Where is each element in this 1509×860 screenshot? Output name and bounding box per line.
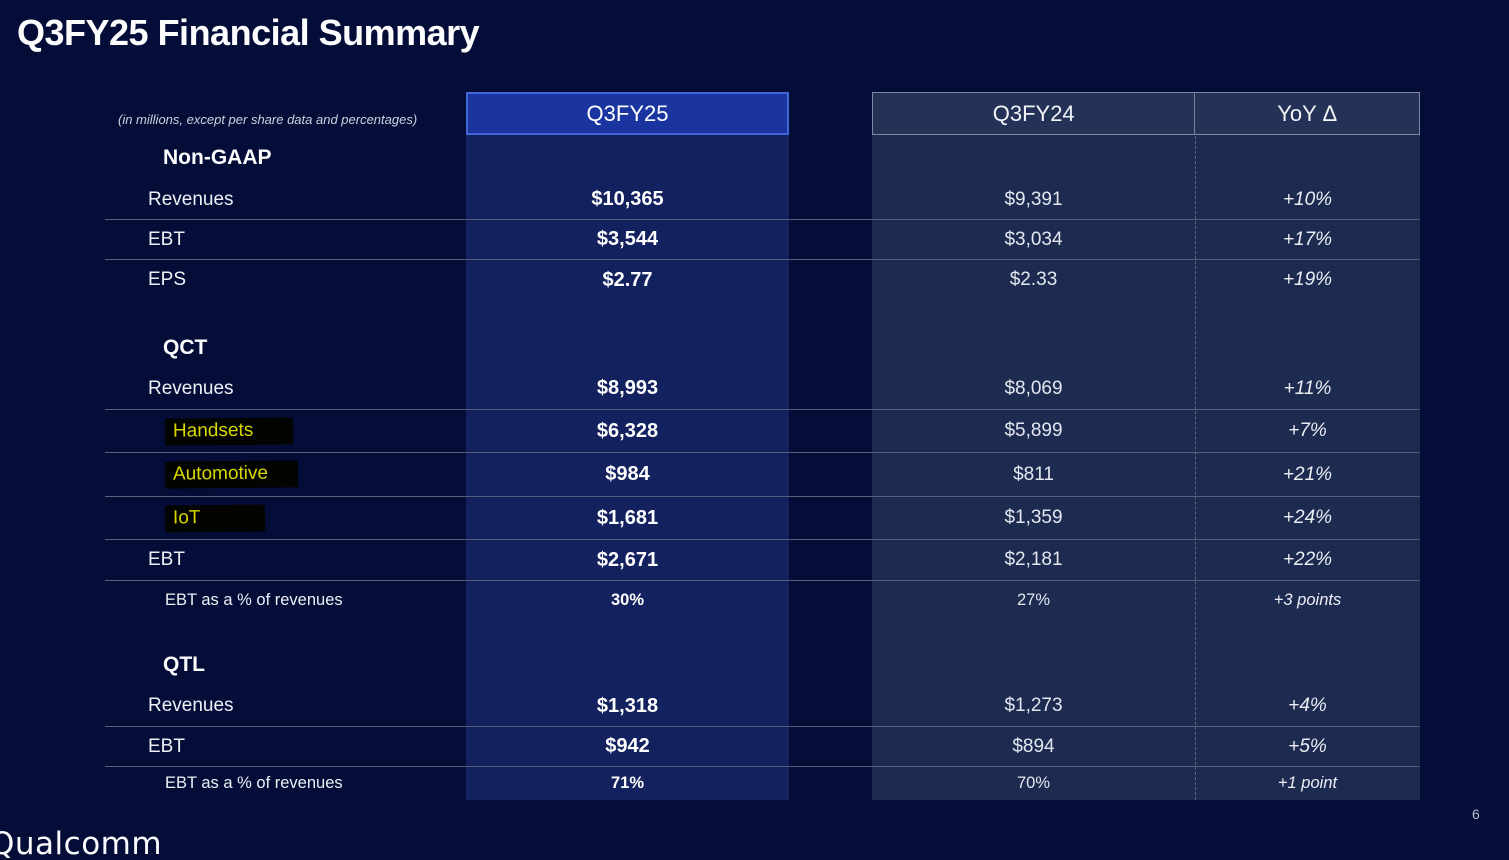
q3fy25-value: $984	[605, 463, 650, 485]
table-row: Revenues $8,993 $8,069 +11%	[105, 368, 1420, 410]
q3fy25-value: $942	[605, 735, 650, 757]
column-header-yoy: YoY Δ	[1194, 93, 1419, 134]
section-name: QCT	[163, 335, 208, 359]
column-header-q3fy24: Q3FY24	[992, 100, 1075, 126]
section-header-qct: QCT	[105, 327, 1420, 368]
section-spacer	[105, 300, 1420, 327]
row-label: EBT as a % of revenues	[165, 590, 343, 609]
yoy-value: +1 point	[1277, 774, 1338, 792]
section-name: QTL	[163, 653, 205, 676]
section-spacer	[105, 619, 1420, 644]
row-label: Revenues	[148, 188, 234, 210]
yoy-value: +11%	[1283, 377, 1332, 399]
q3fy24-value: 70%	[1016, 774, 1051, 792]
q3fy24-value: $894	[1012, 735, 1055, 757]
comparison-header-box: Q3FY24 YoY Δ	[872, 92, 1420, 135]
yoy-value: +10%	[1282, 188, 1333, 210]
highlight-marker-handsets: Handsets	[164, 416, 294, 446]
q3fy25-value: 30%	[610, 590, 645, 609]
table-row: EBT as a % of revenues 71% 70% +1 point	[105, 767, 1420, 800]
row-label: Revenues	[148, 695, 234, 716]
q3fy24-column-panel	[872, 135, 1195, 800]
table-row: EBT $942 $894 +5%	[105, 727, 1420, 767]
table-row: EBT $2,671 $2,181 +22%	[105, 540, 1420, 581]
yoy-column-panel	[1195, 135, 1420, 800]
table-row: IoT $1,681 $1,359 +24%	[105, 497, 1420, 540]
row-label: EBT	[148, 735, 185, 757]
q3fy25-value: $1,681	[596, 506, 659, 529]
table-row: EPS $2.77 $2.33 +19%	[105, 260, 1420, 300]
qualcomm-logo: Qualcomm	[0, 826, 163, 860]
table-row: Revenues $10,365 $9,391 +10%	[105, 180, 1420, 220]
q3fy24-value: $8,069	[1004, 377, 1063, 399]
yoy-value: +7%	[1288, 420, 1327, 441]
row-label: EBT as a % of revenues	[165, 774, 343, 792]
yoy-value: +19%	[1282, 269, 1333, 290]
yoy-value: +24%	[1282, 507, 1333, 528]
section-header-non-gaap: Non-GAAP	[105, 135, 1420, 180]
financial-table: Non-GAAP Revenues $10,365 $9,391 +10% EB…	[105, 135, 1420, 800]
q3fy24-value: $2.33	[1009, 269, 1058, 290]
q3fy24-value: $1,273	[1004, 695, 1063, 716]
table-row: EBT $3,544 $3,034 +17%	[105, 220, 1420, 260]
units-footnote: (in millions, except per share data and …	[118, 112, 418, 127]
q3fy24-value: $1,359	[1004, 507, 1063, 528]
q3fy25-value: $2.77	[602, 268, 653, 291]
section-name: Non-GAAP	[163, 145, 272, 169]
column-header-q3fy25-label: Q3FY25	[586, 100, 669, 126]
q3fy25-value: $10,365	[591, 188, 664, 210]
table-row: Automotive $984 $811 +21%	[105, 453, 1420, 497]
yoy-value: +5%	[1288, 735, 1327, 757]
highlight-marker-automotive: Automotive	[164, 460, 299, 489]
table-row: EBT as a % of revenues 30% 27% +3 points	[105, 581, 1420, 619]
q3fy25-value: $6,328	[596, 419, 659, 442]
yoy-value: +22%	[1282, 549, 1333, 570]
row-label: EBT	[148, 228, 185, 250]
q3fy25-column-panel	[466, 135, 789, 800]
q3fy24-value: $3,034	[1004, 228, 1063, 250]
q3fy24-value: $9,391	[1004, 188, 1063, 210]
page-title: Q3FY25 Financial Summary	[17, 12, 480, 53]
q3fy24-value: $811	[1013, 463, 1054, 485]
yoy-value: +4%	[1288, 695, 1327, 716]
highlight-marker-iot: IoT	[164, 503, 266, 533]
yoy-value: +21%	[1282, 463, 1333, 485]
q3fy25-value: $3,544	[596, 228, 659, 250]
q3fy25-value: $8,993	[596, 377, 659, 399]
q3fy25-value: 71%	[610, 774, 645, 792]
q3fy25-value: $1,318	[596, 694, 659, 717]
q3fy24-value: 27%	[1016, 590, 1051, 609]
yoy-value: +3 points	[1273, 590, 1342, 609]
row-label: Revenues	[148, 377, 234, 399]
q3fy25-value: $2,671	[596, 548, 659, 571]
q3fy24-value: $2,181	[1004, 549, 1063, 570]
page-number: 6	[1472, 806, 1480, 822]
row-label: EPS	[148, 269, 187, 290]
table-row: Handsets $6,328 $5,899 +7%	[105, 410, 1420, 453]
q3fy24-value: $5,899	[1004, 420, 1063, 441]
q3fy24-yoy-dashed-divider	[1195, 136, 1196, 800]
column-header-q3fy25: Q3FY25	[466, 92, 789, 135]
table-row: Revenues $1,318 $1,273 +4%	[105, 686, 1420, 727]
yoy-value: +17%	[1282, 228, 1333, 250]
row-label: EBT	[148, 549, 185, 570]
section-header-qtl: QTL	[105, 644, 1420, 686]
